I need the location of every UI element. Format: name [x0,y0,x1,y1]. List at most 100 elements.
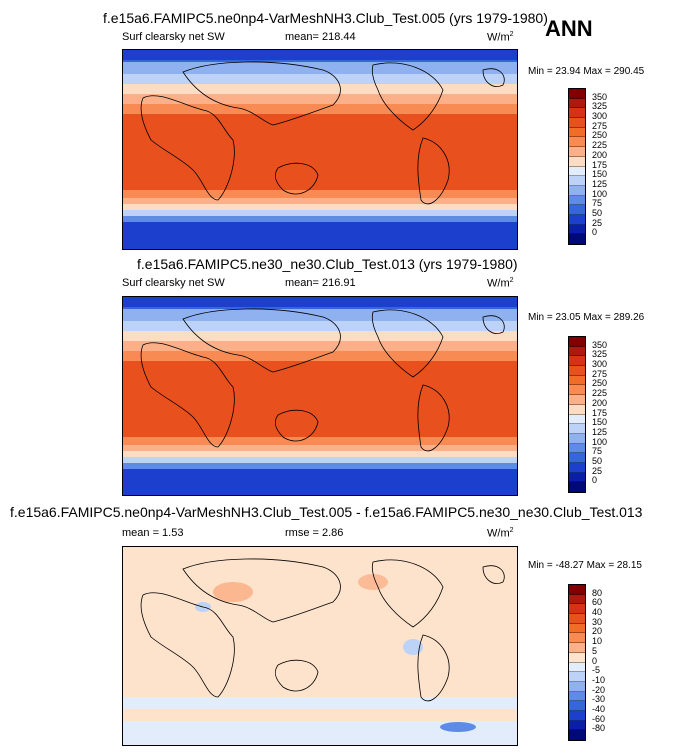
colorbar-swatch [569,234,585,244]
colorbar-swatch [569,156,585,167]
colorbar-label: 30 [592,616,603,627]
colorbar-label: 125 [592,178,608,189]
colorbar-swatch [569,472,585,483]
colorbar-swatch [569,89,585,99]
colorbar-label: 25 [592,217,603,228]
panel2-colorbar [568,336,586,493]
colorbar-swatch [569,98,585,109]
colorbar-label: 200 [592,397,608,408]
colorbar-swatch [569,691,585,702]
colorbar-swatch [569,137,585,148]
panel1-mean-label: mean= 218.44 [285,31,356,43]
colorbar-swatch [569,662,585,673]
colorbar-label: 20 [592,626,603,637]
colorbar-swatch [569,462,585,473]
panel2-map [122,296,518,496]
colorbar-swatch [569,147,585,157]
colorbar-swatch [569,337,585,347]
panel3-units-label: W/m2 [487,527,514,540]
colorbar-label: 175 [592,159,608,170]
colorbar-swatch [569,643,585,653]
colorbar-swatch [569,614,585,624]
panel3-title: f.e15a6.FAMIPC5.ne0np4-VarMeshNH3.Club_T… [10,504,643,520]
colorbar-label: 80 [592,587,603,598]
colorbar-swatch [569,375,585,386]
panel1-colorbar [568,88,586,245]
colorbar-label: -10 [592,674,606,685]
colorbar-swatch [569,453,585,463]
colorbar-label: -5 [592,665,601,676]
colorbar-label: 300 [592,111,608,122]
colorbar-label: 0 [592,655,598,666]
colorbar-label: 250 [592,378,608,389]
colorbar-swatch [569,366,585,376]
colorbar-label: 150 [592,417,608,428]
colorbar-swatch [569,108,585,119]
panel3-rmse-label: rmse = 2.86 [285,527,344,539]
colorbar-swatch [569,356,585,367]
colorbar-label: 200 [592,149,608,160]
colorbar-swatch [569,652,585,663]
colorbar-label: 25 [592,465,603,476]
colorbar-swatch [569,594,585,605]
colorbar-label: 0 [592,475,598,486]
colorbar-label: 0 [592,227,598,238]
colorbar-label: 275 [592,120,608,131]
colorbar-label: 150 [592,169,608,180]
panel2-title: f.e15a6.FAMIPC5.ne30_ne30.Club_Test.013 … [137,256,518,272]
colorbar-swatch [569,604,585,615]
panel2-minmax: Min = 23.05 Max = 289.26 [528,312,645,323]
colorbar-label: 325 [592,101,608,112]
colorbar-label: 225 [592,140,608,151]
colorbar-label: -60 [592,713,606,724]
colorbar-swatch [569,205,585,215]
colorbar-swatch [569,720,585,731]
colorbar-swatch [569,385,585,396]
colorbar-swatch [569,185,585,196]
colorbar-label: 40 [592,607,603,618]
panel2-mean-label: mean= 216.91 [285,277,356,289]
colorbar-label: 60 [592,597,603,608]
colorbar-swatch [569,176,585,186]
colorbar-label: 225 [592,388,608,399]
panel2-variable-label: Surf clearsky net SW [122,277,225,289]
colorbar-swatch [569,346,585,357]
colorbar-label: 175 [592,407,608,418]
colorbar-label: 75 [592,198,603,209]
colorbar-label: 100 [592,188,608,199]
colorbar-label: 350 [592,91,608,102]
colorbar-label: 5 [592,645,598,656]
colorbar-label: -80 [592,723,606,734]
colorbar-label: 325 [592,349,608,360]
colorbar-swatch [569,585,585,595]
panel3-minmax: Min = -48.27 Max = 28.15 [528,560,642,571]
colorbar-label: 275 [592,368,608,379]
panel2-units-label: W/m2 [487,277,514,290]
colorbar-swatch [569,195,585,206]
colorbar-swatch [569,623,585,634]
colorbar-label: -40 [592,703,606,714]
colorbar-label: 250 [592,130,608,141]
panel1-title: f.e15a6.FAMIPC5.ne0np4-VarMeshNH3.Club_T… [103,10,548,26]
colorbar-label: 125 [592,426,608,437]
colorbar-swatch [569,701,585,711]
colorbar-swatch [569,404,585,415]
panel3-mean-label: mean = 1.53 [122,527,184,539]
colorbar-label: 300 [592,359,608,370]
colorbar-swatch [569,482,585,492]
season-label: ANN [545,16,593,41]
panel3-map [122,546,518,746]
colorbar-swatch [569,681,585,692]
colorbar-swatch [569,633,585,644]
colorbar-swatch [569,414,585,425]
colorbar-swatch [569,166,585,177]
colorbar-label: 100 [592,436,608,447]
colorbar-swatch [569,730,585,740]
colorbar-label: 350 [592,339,608,350]
panel3-colorbar [568,584,586,741]
colorbar-label: 75 [592,446,603,457]
colorbar-swatch [569,710,585,721]
colorbar-swatch [569,672,585,682]
colorbar-swatch [569,433,585,444]
panel1-minmax: Min = 23.94 Max = 290.45 [528,66,645,77]
